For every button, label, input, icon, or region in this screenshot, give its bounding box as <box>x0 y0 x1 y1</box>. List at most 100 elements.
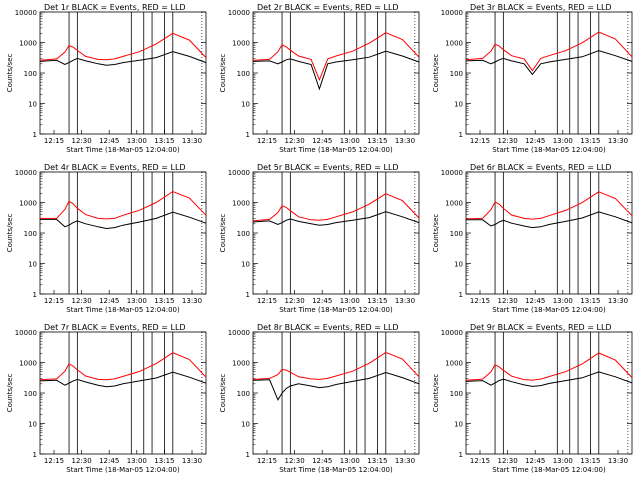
panel-det-3: Det 3r BLACK = Events, RED = LLD 1 10 100 10… <box>432 3 633 154</box>
panel-det-9: Det 9r BLACK = Events, RED = LLD 1 10 100 10… <box>432 323 633 474</box>
x-tick-label: 12:30 <box>498 457 518 465</box>
plot-frame <box>252 171 420 295</box>
y-axis-label: Counts/sec <box>6 214 14 253</box>
series-line-lld <box>252 32 420 82</box>
y-tick-label: 10 <box>28 261 37 269</box>
y-tick-label: 10 <box>241 261 250 269</box>
y-tick-label: 1000 <box>445 360 463 368</box>
x-tick-label: 13:15 <box>367 457 387 465</box>
panel-det-2: Det 2r BLACK = Events, RED = LLD 1 10 100 10… <box>219 3 420 154</box>
x-tick-label: 12:15 <box>44 297 64 305</box>
y-axis-label: Counts/sec <box>219 54 227 93</box>
plot-frame <box>252 331 420 455</box>
y-axis-label: Counts/sec <box>219 374 227 413</box>
y-tick-label: 100 <box>450 230 463 238</box>
y-tick-label: 100 <box>450 70 463 78</box>
x-axis-label: Start Time (18-Mar-05 12:04:00) <box>66 146 180 154</box>
plot-frame <box>39 11 207 135</box>
plot-frame <box>465 11 633 135</box>
x-tick-label: 12:45 <box>312 457 332 465</box>
y-tick-label: 1000 <box>19 200 37 208</box>
x-tick-label: 13:15 <box>154 457 174 465</box>
x-tick-label: 12:15 <box>470 137 490 145</box>
y-tick-label: 1000 <box>232 200 250 208</box>
y-axis-label: Counts/sec <box>219 214 227 253</box>
panel-title: Det 9r BLACK = Events, RED = LLD <box>470 323 612 332</box>
x-tick-label: 12:45 <box>525 457 545 465</box>
panel-title: Det 7r BLACK = Events, RED = LLD <box>44 323 186 332</box>
plot-frame <box>465 331 633 455</box>
x-tick-label: 13:30 <box>395 457 415 465</box>
x-axis-label: Start Time (18-Mar-05 12:04:00) <box>279 146 393 154</box>
y-tick-label: 10 <box>454 421 463 429</box>
y-tick-label: 10 <box>454 101 463 109</box>
y-tick-label: 1000 <box>19 360 37 368</box>
panel-title: Det 2r BLACK = Events, RED = LLD <box>257 3 399 12</box>
y-axis-label: Counts/sec <box>432 374 440 413</box>
series-line-events <box>39 371 207 388</box>
series-line-events <box>39 51 207 66</box>
y-tick-label: 1000 <box>445 40 463 48</box>
series-line-events <box>466 211 633 229</box>
y-tick-label: 1 <box>33 291 37 299</box>
panel-det-4: Det 4r BLACK = Events, RED = LLD 1 10 100 10… <box>6 163 207 314</box>
panel-det-5: Det 5r BLACK = Events, RED = LLD 1 10 100 10… <box>219 163 420 314</box>
y-tick-label: 100 <box>24 70 37 78</box>
x-tick-label: 13:30 <box>395 297 415 305</box>
y-tick-label: 100 <box>237 230 250 238</box>
y-tick-label: 10000 <box>228 329 250 337</box>
y-tick-label: 10000 <box>15 169 37 177</box>
y-tick-label: 100 <box>450 390 463 398</box>
x-tick-label: 12:30 <box>72 457 92 465</box>
x-axis-label: Start Time (18-Mar-05 12:04:00) <box>279 306 393 314</box>
y-tick-label: 10 <box>28 101 37 109</box>
panel-det-6: Det 6r BLACK = Events, RED = LLD 1 10 100 10… <box>432 163 633 314</box>
panel-title: Det 6r BLACK = Events, RED = LLD <box>470 163 612 172</box>
x-tick-label: 13:30 <box>182 457 202 465</box>
x-tick-label: 13:00 <box>340 457 360 465</box>
x-tick-label: 12:15 <box>257 457 277 465</box>
x-tick-label: 13:00 <box>127 137 147 145</box>
y-tick-label: 1 <box>246 451 250 459</box>
x-tick-label: 13:15 <box>580 457 600 465</box>
y-tick-label: 1000 <box>445 200 463 208</box>
x-tick-label: 13:00 <box>553 297 573 305</box>
y-tick-label: 1 <box>459 291 463 299</box>
x-tick-label: 12:30 <box>498 297 518 305</box>
series-line-events <box>252 50 420 91</box>
y-tick-label: 1000 <box>232 360 250 368</box>
x-tick-label: 12:45 <box>312 137 332 145</box>
plot-frame <box>252 11 420 135</box>
x-tick-label: 13:00 <box>553 457 573 465</box>
x-tick-label: 13:15 <box>154 137 174 145</box>
y-tick-label: 1000 <box>19 40 37 48</box>
y-tick-label: 100 <box>237 70 250 78</box>
panel-title: Det 1r BLACK = Events, RED = LLD <box>44 3 186 12</box>
x-tick-label: 12:30 <box>72 137 92 145</box>
x-axis-label: Start Time (18-Mar-05 12:04:00) <box>492 466 606 474</box>
x-tick-label: 12:30 <box>285 137 305 145</box>
x-axis-label: Start Time (18-Mar-05 12:04:00) <box>66 306 180 314</box>
x-tick-label: 13:30 <box>182 297 202 305</box>
y-tick-label: 10000 <box>15 9 37 17</box>
panel-det-8: Det 8r BLACK = Events, RED = LLD 1 10 100 10… <box>219 323 420 474</box>
x-tick-label: 13:00 <box>127 457 147 465</box>
y-tick-label: 10000 <box>441 329 463 337</box>
x-tick-label: 12:30 <box>285 457 305 465</box>
plot-frame <box>465 171 633 295</box>
panel-det-7: Det 7r BLACK = Events, RED = LLD 1 10 100 10… <box>6 323 207 474</box>
series-line-lld <box>252 351 420 380</box>
x-axis-label: Start Time (18-Mar-05 12:04:00) <box>279 466 393 474</box>
plot-frame <box>39 331 207 455</box>
y-tick-label: 10000 <box>441 9 463 17</box>
y-tick-label: 100 <box>24 230 37 238</box>
x-tick-label: 13:30 <box>182 137 202 145</box>
y-tick-label: 1000 <box>232 40 250 48</box>
panel-title: Det 3r BLACK = Events, RED = LLD <box>470 3 612 12</box>
x-tick-label: 12:30 <box>72 297 92 305</box>
x-tick-label: 12:45 <box>99 297 119 305</box>
panel-title: Det 5r BLACK = Events, RED = LLD <box>257 163 399 172</box>
y-axis-label: Counts/sec <box>6 54 14 93</box>
y-tick-label: 10000 <box>228 9 250 17</box>
